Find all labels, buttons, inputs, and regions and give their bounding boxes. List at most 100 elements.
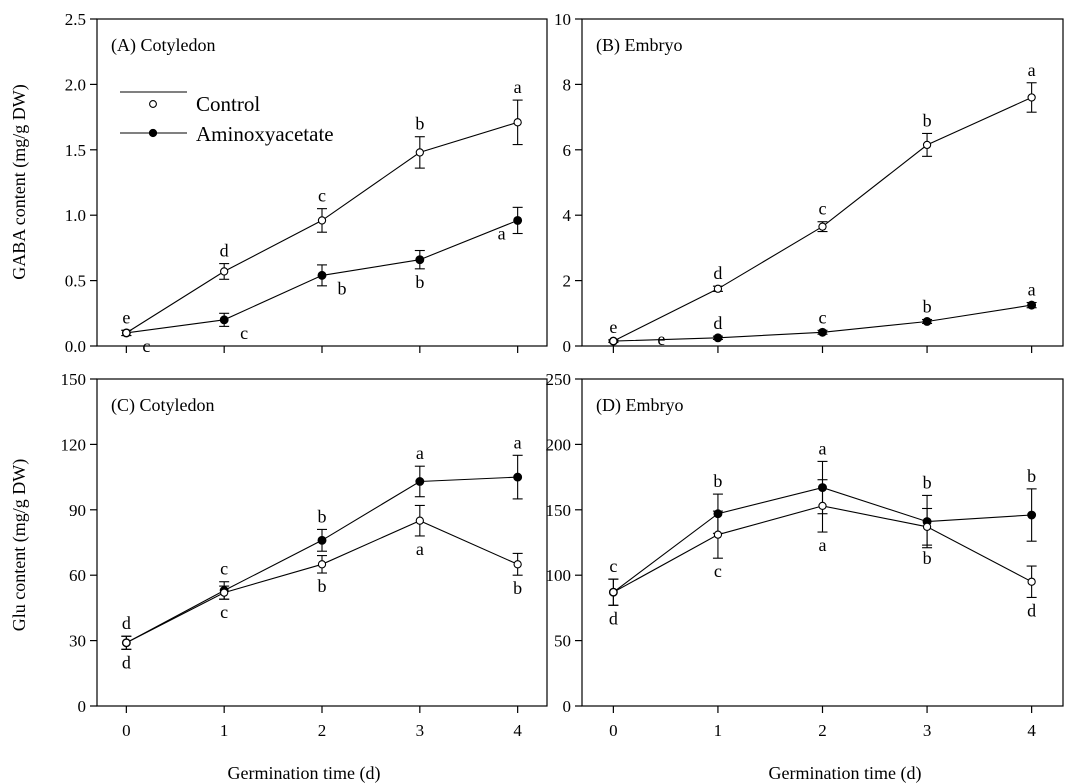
data-point bbox=[317, 216, 327, 225]
significance-label: b bbox=[923, 548, 932, 568]
data-point bbox=[122, 638, 131, 647]
data-point bbox=[219, 315, 229, 325]
legend-aminoxyacetate-label: Aminoxyacetate bbox=[196, 122, 334, 146]
significance-label: b bbox=[318, 576, 327, 596]
data-point bbox=[1027, 510, 1037, 520]
x-tick-label: 0 bbox=[122, 721, 131, 740]
significance-label: c bbox=[240, 323, 248, 343]
data-point bbox=[317, 535, 327, 545]
legend: Control Aminoxyacetate bbox=[120, 91, 334, 146]
panel-title: (D) Embryo bbox=[596, 395, 683, 416]
significance-label: b bbox=[318, 506, 327, 526]
x-tick-label: 4 bbox=[513, 721, 522, 740]
x-tick-label: 2 bbox=[318, 721, 327, 740]
significance-label: c bbox=[142, 336, 150, 356]
y-tick-label: 150 bbox=[546, 501, 572, 520]
significance-label: d bbox=[713, 263, 722, 283]
panels: 0.0 0.5 1.0 1.5 2.0 2.5 (A) Cotyledon c c b b a e d c b… bbox=[61, 10, 1064, 740]
data-point bbox=[1027, 577, 1036, 586]
significance-label: c bbox=[220, 602, 228, 622]
x-tick-label: 4 bbox=[1027, 721, 1036, 740]
significance-label: c bbox=[609, 556, 617, 576]
significance-label: a bbox=[416, 539, 424, 559]
significance-label: a bbox=[416, 443, 424, 463]
significance-label: d bbox=[1027, 600, 1036, 620]
series-control: d c a b d bbox=[608, 479, 1037, 628]
data-point bbox=[415, 516, 424, 525]
significance-label: d bbox=[122, 652, 131, 672]
x-axis-title-right: Germination time (d) bbox=[769, 763, 922, 783]
data-point bbox=[513, 215, 523, 225]
panel-title: (A) Cotyledon bbox=[111, 35, 215, 56]
legend-aminoxyacetate-marker bbox=[148, 128, 158, 138]
significance-label: b bbox=[338, 278, 347, 298]
y-tick-label: 90 bbox=[69, 501, 86, 520]
significance-label: b bbox=[415, 114, 424, 134]
significance-label: e bbox=[657, 329, 665, 349]
significance-label: b bbox=[415, 272, 424, 292]
x-tick-label: 2 bbox=[818, 721, 827, 740]
data-point bbox=[513, 560, 522, 569]
panel-2: 0 30 60 90 120 150 0 1 2 3 4 (C) Cotyledon d c b a a d c b a… bbox=[61, 370, 548, 740]
significance-label: e bbox=[609, 317, 617, 337]
y-tick-label: 1.0 bbox=[65, 206, 86, 225]
x-tick-label: 3 bbox=[923, 721, 932, 740]
y-tick-label: 50 bbox=[554, 632, 571, 651]
y-tick-label: 2.0 bbox=[65, 75, 86, 94]
data-point bbox=[922, 317, 932, 326]
data-point bbox=[609, 336, 618, 346]
significance-label: b bbox=[713, 471, 722, 491]
panel-0: 0.0 0.5 1.0 1.5 2.0 2.5 (A) Cotyledon c c b b a e d c b… bbox=[65, 10, 548, 356]
data-point bbox=[513, 472, 523, 482]
y-tick-label: 2.5 bbox=[65, 10, 86, 29]
significance-label: c bbox=[220, 559, 228, 579]
significance-label: b bbox=[923, 472, 932, 492]
panel-3: 0 50 100 150 200 250 0 1 2 3 4 (D) Embryo c b a b b d c a b d bbox=[546, 370, 1064, 740]
significance-label: c bbox=[819, 307, 827, 327]
y-axis-title-gaba: GABA content (mg/g DW) bbox=[9, 84, 30, 279]
data-point bbox=[220, 588, 229, 597]
plot-frame bbox=[96, 18, 548, 347]
data-point bbox=[713, 333, 723, 343]
panel-title: (B) Embryo bbox=[596, 35, 682, 56]
data-point bbox=[1027, 300, 1037, 310]
significance-label: a bbox=[1028, 60, 1036, 80]
significance-label: c bbox=[318, 186, 326, 206]
y-tick-label: 0 bbox=[78, 697, 87, 716]
significance-label: b bbox=[1027, 466, 1036, 486]
significance-label: a bbox=[514, 77, 522, 97]
series-control: e d c b a bbox=[121, 77, 523, 338]
data-point bbox=[317, 270, 327, 280]
y-tick-label: 0.5 bbox=[65, 272, 86, 291]
significance-label: b bbox=[923, 297, 932, 317]
significance-label: a bbox=[498, 223, 506, 243]
panel-1: 0 2 4 6 8 10 (B) Embryo e d c b a e d c b a bbox=[554, 10, 1064, 356]
plot-frame bbox=[581, 18, 1064, 347]
data-point bbox=[818, 501, 827, 511]
significance-label: d bbox=[220, 241, 229, 261]
data-point bbox=[713, 284, 723, 293]
x-tick-label: 3 bbox=[416, 721, 425, 740]
significance-label: d bbox=[122, 613, 131, 633]
data-point bbox=[922, 140, 932, 150]
data-point bbox=[818, 222, 827, 231]
series-control: e d c b a bbox=[608, 60, 1037, 346]
y-tick-label: 0 bbox=[563, 697, 572, 716]
significance-label: c bbox=[714, 561, 722, 581]
significance-label: b bbox=[923, 110, 932, 130]
data-point bbox=[415, 477, 425, 486]
significance-label: a bbox=[1028, 280, 1036, 300]
y-tick-label: 10 bbox=[554, 10, 571, 29]
y-tick-label: 100 bbox=[546, 566, 572, 585]
y-tick-label: 1.5 bbox=[65, 141, 86, 160]
significance-label: a bbox=[819, 535, 827, 555]
x-tick-label: 1 bbox=[220, 721, 229, 740]
data-point bbox=[220, 267, 229, 276]
y-tick-label: 6 bbox=[563, 141, 572, 160]
significance-label: a bbox=[514, 432, 522, 452]
x-tick-label: 0 bbox=[609, 721, 618, 740]
y-tick-label: 30 bbox=[69, 632, 86, 651]
significance-label: c bbox=[819, 199, 827, 219]
y-tick-label: 120 bbox=[61, 435, 87, 454]
